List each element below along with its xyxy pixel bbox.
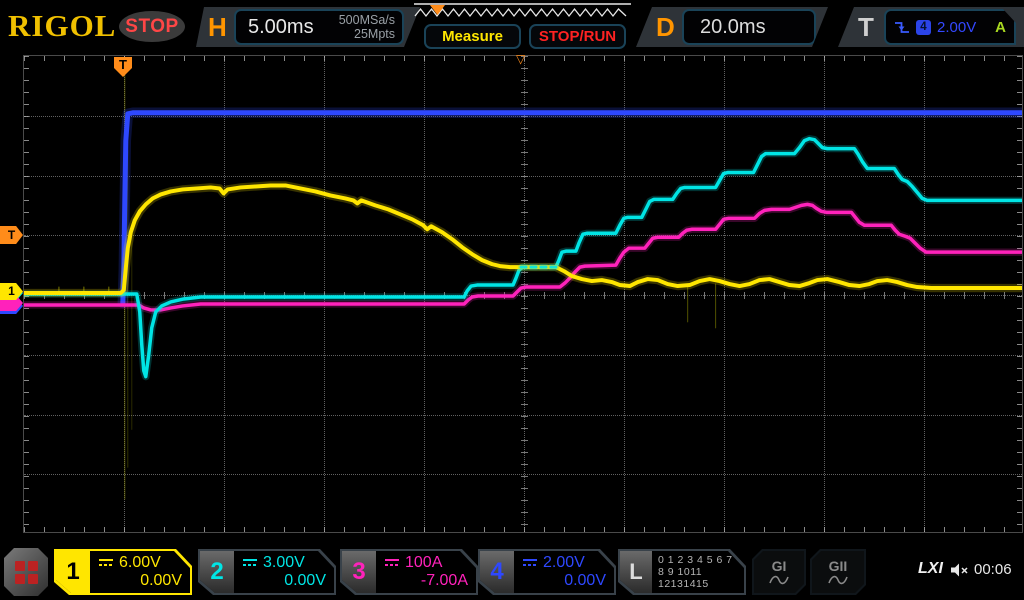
channel-1-scale: 6.00V bbox=[119, 554, 161, 571]
memory-position-marker bbox=[430, 5, 445, 15]
waveform-traces bbox=[24, 57, 1022, 500]
channel-4-offset: 0.00V bbox=[564, 572, 606, 589]
run-state-badge[interactable]: STOP bbox=[119, 11, 185, 42]
menu-button[interactable] bbox=[4, 548, 48, 596]
delay-label: D bbox=[656, 12, 675, 42]
sine-wave-icon bbox=[768, 574, 790, 586]
generator-2-label: GII bbox=[828, 557, 848, 574]
channel-1-number: 1 bbox=[56, 551, 90, 593]
trigger-position-marker[interactable]: T bbox=[114, 57, 132, 77]
horizontal-label: H bbox=[208, 12, 227, 42]
channel-1-marker[interactable]: 1 bbox=[0, 283, 23, 300]
generator-1-button[interactable]: GI bbox=[752, 549, 806, 595]
channel-4-display[interactable]: 4 2.00V 0.00V bbox=[478, 549, 616, 595]
horizontal-panel[interactable]: H 5.00ms 500MSa/s 25Mpts bbox=[196, 7, 420, 47]
delay-box[interactable]: 20.0ms bbox=[682, 9, 816, 45]
logic-analyzer-display[interactable]: L 0 1 2 3 4 5 6 7 8 9 1011 12131415 bbox=[618, 549, 746, 595]
measure-button[interactable]: Measure bbox=[424, 24, 521, 49]
clock-display: 00:06 bbox=[974, 561, 1012, 578]
delay-position-icon: ▽ bbox=[516, 52, 526, 66]
channel-3-scale: 100A bbox=[405, 554, 443, 571]
falling-edge-icon bbox=[894, 20, 910, 35]
dc-coupling-icon bbox=[384, 558, 400, 568]
generator-2-button[interactable]: GII bbox=[810, 549, 866, 595]
trigger-box[interactable]: 4 2.00V A bbox=[884, 9, 1016, 45]
trigger-panel[interactable]: T 4 2.00V A bbox=[838, 7, 1024, 47]
trigger-label: T bbox=[858, 12, 874, 42]
rigol-logo: RIGOL bbox=[8, 8, 117, 43]
acquisition-info: 500MSa/s 25Mpts bbox=[339, 13, 402, 41]
logic-analyzer-label: L bbox=[620, 551, 652, 593]
dc-coupling-icon bbox=[98, 558, 114, 568]
channel-3-number: 3 bbox=[342, 551, 376, 593]
memory-zigzag-icon bbox=[414, 3, 631, 18]
trigger-level-marker[interactable]: T bbox=[0, 226, 23, 244]
trigger-level-value: 2.00V bbox=[937, 18, 977, 36]
stop-run-button[interactable]: STOP/RUN bbox=[529, 24, 626, 49]
menu-grid-icon bbox=[15, 561, 38, 584]
waveform-display: T ▽ 1 T bbox=[0, 52, 1024, 545]
timebase-box[interactable]: 5.00ms 500MSa/s 25Mpts bbox=[234, 9, 404, 45]
channel-3-display[interactable]: 3 100A -7.00A bbox=[340, 549, 478, 595]
memory-depth: 25Mpts bbox=[354, 27, 395, 41]
sample-rate: 500MSa/s bbox=[338, 13, 395, 27]
timebase-value: 5.00ms bbox=[248, 15, 314, 38]
digital-channels-row2: 8 9 1011 12131415 bbox=[658, 566, 709, 590]
channel-4-number: 4 bbox=[480, 551, 514, 593]
channel-2-scale: 3.00V bbox=[263, 554, 305, 571]
center-horizontal-axis-ticks bbox=[24, 292, 1022, 299]
channel-3-offset: -7.00A bbox=[420, 572, 468, 589]
channel-2-number: 2 bbox=[200, 551, 234, 593]
lxi-status: LXI bbox=[918, 560, 943, 577]
channel-2-offset: 0.00V bbox=[284, 572, 326, 589]
trigger-sweep-mode: A bbox=[995, 18, 1006, 36]
trigger-source-badge: 4 bbox=[916, 20, 931, 35]
channel-1-offset: 0.00V bbox=[140, 572, 182, 589]
speaker-muted-icon[interactable] bbox=[950, 562, 970, 583]
channel-2-display[interactable]: 2 3.00V 0.00V bbox=[198, 549, 336, 595]
digital-channels-row1: 0 1 2 3 4 5 6 7 bbox=[658, 554, 733, 566]
sine-wave-icon bbox=[827, 574, 849, 586]
dc-coupling-icon bbox=[522, 558, 538, 568]
channel-1-display[interactable]: 1 6.00V 0.00V bbox=[54, 549, 192, 595]
dc-coupling-icon bbox=[242, 558, 258, 568]
generator-1-label: GI bbox=[771, 557, 787, 574]
memory-position-bar[interactable] bbox=[413, 3, 632, 21]
graticule bbox=[23, 55, 1023, 533]
delay-value: 20.0ms bbox=[700, 15, 766, 38]
channel-4-scale: 2.00V bbox=[543, 554, 585, 571]
delay-panel[interactable]: D 20.0ms bbox=[636, 7, 828, 47]
